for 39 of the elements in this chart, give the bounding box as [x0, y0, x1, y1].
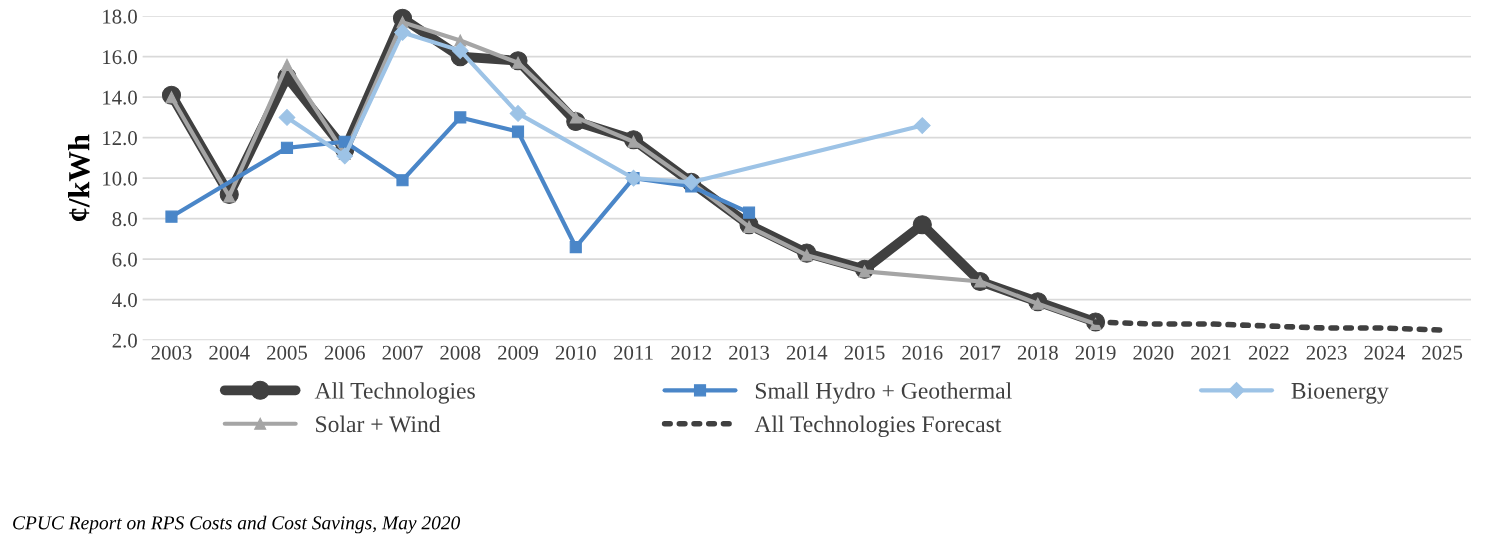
- x-tick-label: 2025: [1422, 345, 1463, 360]
- x-tick-label: 2019: [1075, 345, 1116, 360]
- x-tick-label: 2008: [440, 345, 481, 360]
- x-tick-label: 2023: [1306, 345, 1347, 360]
- y-tick-label: 10.0: [103, 171, 137, 186]
- y-tick-label: 8.0: [112, 212, 137, 227]
- legend-label: Bioenergy: [1291, 382, 1389, 404]
- y-tick-label: 14.0: [103, 90, 137, 105]
- x-tick-label: 2015: [844, 345, 885, 360]
- x-tick-label: 2016: [902, 345, 943, 360]
- x-tick-label: 2005: [267, 345, 307, 360]
- legend-label: Solar + Wind: [316, 415, 441, 433]
- x-tick-label: 2009: [498, 345, 538, 360]
- x-tick-label: 2011: [613, 345, 653, 360]
- y-tick-label: 2.0: [112, 333, 137, 348]
- y-tick-label: 18.0: [103, 9, 137, 24]
- legend-label: All Technologies: [314, 382, 475, 404]
- x-tick-label: 2020: [1133, 345, 1174, 360]
- x-tick-label: 2022: [1248, 345, 1289, 360]
- x-tick-label: 2003: [151, 345, 192, 360]
- y-tick-label: 12.0: [103, 131, 137, 146]
- x-tick-label: 2012: [671, 345, 711, 360]
- x-tick-label: 2014: [786, 345, 828, 360]
- x-tick-label: 2024: [1364, 345, 1405, 360]
- y-tick-label: 6.0: [112, 252, 137, 267]
- legend-label: Small Hydro + Geothermal: [755, 382, 1012, 404]
- x-tick-label: 2007: [382, 345, 423, 360]
- y-tick-label: 16.0: [103, 50, 137, 65]
- x-tick-label: 2006: [324, 345, 365, 360]
- text: CPUC Report on RPS Costs and Cost Savings, May 2020: [13, 515, 461, 534]
- x-tick-label: 2010: [555, 345, 596, 360]
- y-tick-label: 4.0: [112, 293, 137, 308]
- x-tick-label: 2018: [1017, 345, 1058, 360]
- x-tick-label: 2013: [729, 345, 770, 360]
- x-tick-label: 2017: [960, 345, 1001, 360]
- x-tick-label: 2021: [1191, 345, 1231, 360]
- x-tick-label: 2004: [209, 345, 250, 360]
- legend-label: All Technologies Forecast: [754, 415, 1002, 438]
- y-axis-title: ¢/kWh: [68, 134, 90, 222]
